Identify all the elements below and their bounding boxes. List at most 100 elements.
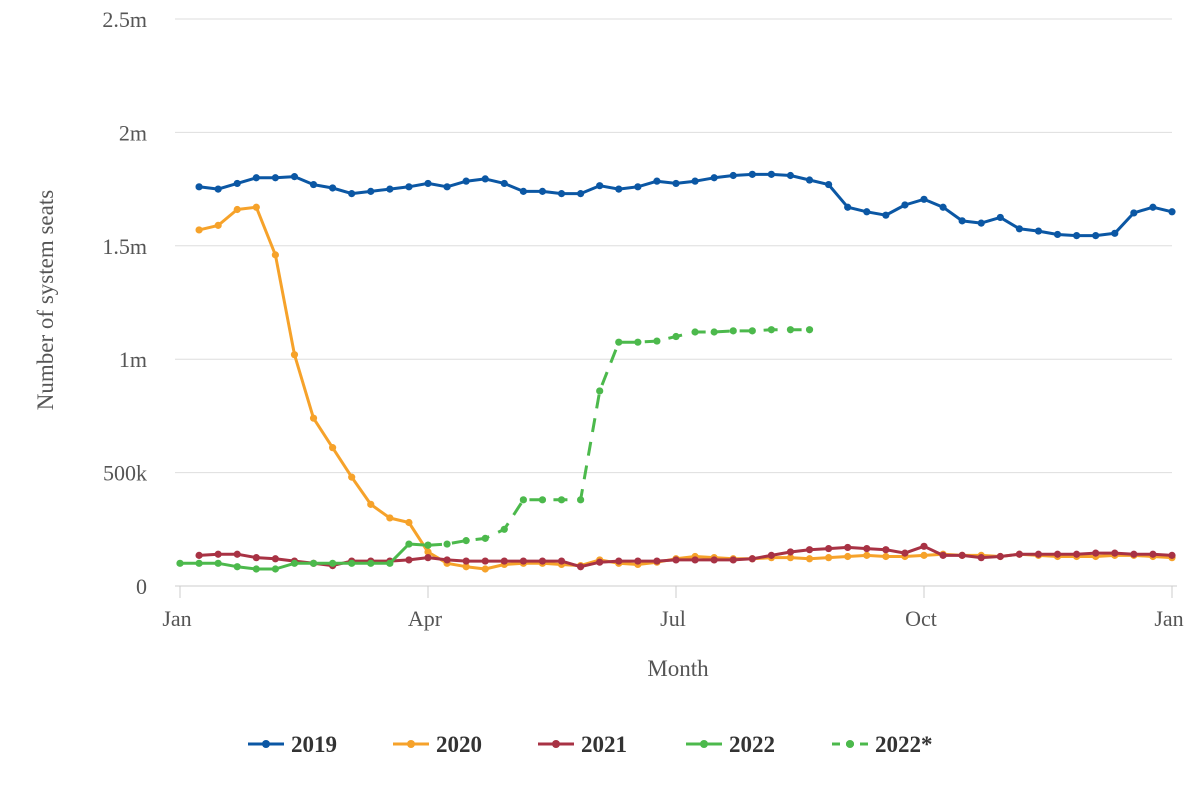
legend-item[interactable]: 2022* xyxy=(832,732,933,757)
data-point xyxy=(252,203,260,211)
data-point xyxy=(844,203,852,211)
data-point xyxy=(214,185,222,193)
data-point xyxy=(596,387,604,395)
data-point xyxy=(825,544,833,553)
data-point xyxy=(1149,550,1157,558)
data-point xyxy=(538,557,547,565)
series-line xyxy=(197,205,1174,571)
data-point xyxy=(1168,551,1176,559)
data-point xyxy=(653,337,661,345)
data-point xyxy=(844,552,852,561)
data-point xyxy=(863,208,871,216)
data-point xyxy=(691,556,699,564)
data-point xyxy=(805,326,814,334)
data-point xyxy=(615,185,623,193)
data-point xyxy=(195,551,203,559)
data-point xyxy=(577,563,585,571)
series-2022 xyxy=(176,540,432,573)
data-point xyxy=(271,555,279,563)
data-point xyxy=(443,183,451,191)
data-point xyxy=(195,183,203,191)
data-point xyxy=(309,180,318,189)
data-point xyxy=(786,554,795,562)
data-point xyxy=(1092,549,1100,557)
legend-item[interactable]: 2021 xyxy=(538,732,627,757)
data-point xyxy=(329,184,337,192)
x-axis: Jan Apr Jul Oct Jan xyxy=(162,585,1184,631)
data-point xyxy=(1053,230,1062,239)
data-point xyxy=(557,190,566,198)
data-point xyxy=(710,328,718,336)
data-point xyxy=(653,177,661,185)
data-point xyxy=(920,551,928,559)
data-point xyxy=(920,195,928,203)
data-point xyxy=(615,338,623,346)
data-point xyxy=(882,211,890,219)
x-tick-label: Oct xyxy=(905,606,937,631)
data-point xyxy=(290,351,299,359)
data-point xyxy=(1073,231,1081,240)
data-point xyxy=(405,556,413,564)
data-point xyxy=(691,328,699,336)
data-point xyxy=(786,548,795,556)
x-axis-title: Month xyxy=(647,656,709,681)
data-point xyxy=(386,559,394,567)
data-point xyxy=(710,556,718,564)
data-point xyxy=(214,559,222,567)
data-point xyxy=(1015,225,1023,233)
data-point xyxy=(748,555,756,563)
data-point xyxy=(214,221,222,229)
data-point xyxy=(329,559,337,567)
x-tick-label: Apr xyxy=(408,606,443,631)
data-point xyxy=(195,226,203,234)
data-point xyxy=(233,550,241,558)
y-tick-label: 1m xyxy=(119,347,147,372)
legend-item[interactable]: 2022 xyxy=(686,732,775,757)
data-point xyxy=(729,556,737,564)
data-point xyxy=(462,557,470,565)
x-tick-label: Jan xyxy=(1154,606,1183,631)
data-point xyxy=(672,332,680,341)
y-gridlines xyxy=(175,18,1172,474)
data-point xyxy=(634,183,642,191)
legend-marker xyxy=(552,740,560,748)
data-point xyxy=(481,565,489,573)
data-point xyxy=(1149,203,1157,211)
data-point xyxy=(901,549,909,557)
data-point xyxy=(481,175,489,183)
data-point xyxy=(805,546,814,554)
series-lines xyxy=(176,170,1176,573)
data-point xyxy=(767,326,775,334)
data-point xyxy=(290,173,299,181)
data-point xyxy=(481,534,489,542)
legend-item[interactable]: 2020 xyxy=(393,732,482,757)
data-point xyxy=(462,563,470,571)
legend-item[interactable]: 2019 xyxy=(248,732,337,757)
data-point xyxy=(443,540,451,548)
data-point xyxy=(805,176,814,184)
data-point xyxy=(195,559,203,567)
data-point xyxy=(786,171,795,180)
data-point xyxy=(176,559,184,567)
data-point xyxy=(767,551,775,559)
data-point xyxy=(996,552,1004,561)
data-point xyxy=(252,565,260,573)
data-point xyxy=(786,326,795,334)
legend-label: 2022 xyxy=(729,732,775,757)
data-point xyxy=(271,565,279,573)
data-point xyxy=(367,559,375,567)
data-point xyxy=(1130,550,1138,558)
data-point xyxy=(672,556,680,564)
data-point xyxy=(825,554,833,562)
y-tick-label: 0 xyxy=(136,574,147,599)
data-point xyxy=(729,171,737,180)
series-line xyxy=(427,328,810,547)
data-point xyxy=(405,518,413,527)
series-line xyxy=(197,172,1174,238)
data-point xyxy=(634,338,642,346)
data-point xyxy=(844,543,852,552)
data-point xyxy=(748,327,756,335)
data-point xyxy=(290,559,299,567)
data-point xyxy=(996,213,1004,222)
